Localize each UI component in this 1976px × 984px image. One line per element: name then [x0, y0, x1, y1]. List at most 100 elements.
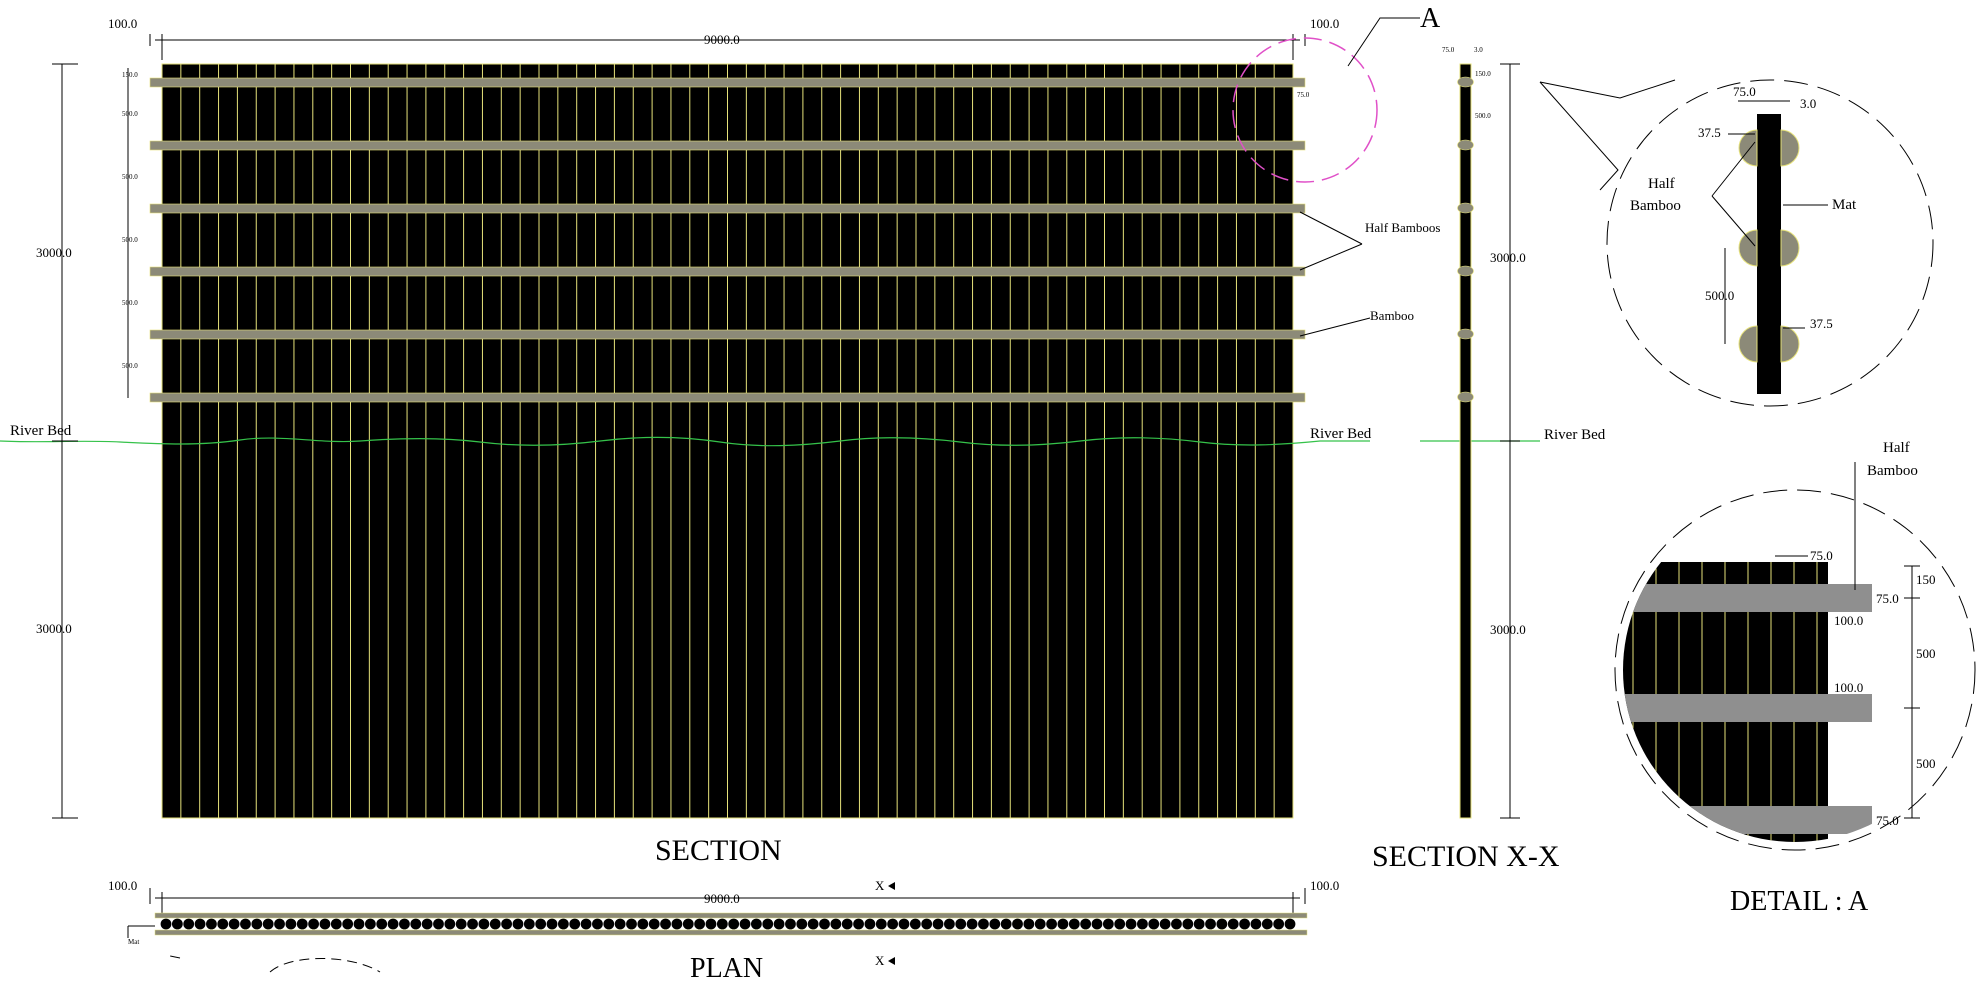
- detail-mat-dim-37-top: 37.5: [1698, 125, 1721, 140]
- plan-stake: [1250, 918, 1262, 930]
- plan-stake: [444, 918, 456, 930]
- plan-stake: [819, 918, 830, 930]
- plan-stake: [580, 918, 592, 930]
- detail-a-dim-75-a: 75.0: [1876, 591, 1899, 606]
- plan-stake: [705, 918, 717, 930]
- plan-stake: [694, 918, 706, 930]
- spacing-dim-4: 500.0: [122, 299, 138, 307]
- plan-stake: [750, 918, 762, 930]
- river-bed-label-right: River Bed: [1310, 426, 1372, 442]
- plan-stake: [796, 918, 808, 930]
- spacing-dim-5: 500.0: [122, 362, 138, 370]
- plan-stake: [909, 918, 921, 930]
- plan-stake: [194, 918, 206, 930]
- river-bed-line: [0, 436, 1370, 447]
- plan-stake: [1125, 918, 1137, 930]
- label-half-bamboos: Half Bamboos: [1365, 220, 1440, 235]
- plan-stake: [762, 918, 774, 930]
- detail-a-title: DETAIL : A: [1730, 886, 1869, 917]
- plan-stake: [330, 918, 342, 930]
- plan-stake: [342, 918, 354, 930]
- plan-stake: [364, 918, 376, 930]
- section-left-offset-dim: 100.0: [108, 16, 137, 31]
- plan-stake: [285, 918, 297, 930]
- plan-stake: [1273, 918, 1285, 930]
- section-xx-top-dim-a: 75.0: [1442, 46, 1455, 54]
- half-bamboo-row: [149, 140, 1306, 151]
- plan-stake: [660, 918, 671, 930]
- section-xx-half-bamboo: [1457, 391, 1474, 403]
- plan-left-offset-dim: 100.0: [108, 878, 137, 893]
- detail-a-bamboo-3: [1623, 806, 1872, 834]
- plan-stake: [853, 918, 864, 930]
- plan-stake: [1171, 918, 1182, 930]
- plan-cut-mark-top: X: [875, 878, 885, 893]
- half-bamboo-row: [149, 266, 1306, 277]
- plan-stake: [1216, 918, 1228, 930]
- plan-stake: [637, 918, 649, 930]
- plan-stake: [206, 918, 217, 930]
- detail-mat-stake: [1757, 114, 1781, 394]
- plan-stake: [978, 918, 989, 930]
- plan-stake: [1148, 918, 1160, 930]
- label-bamboo: Bamboo: [1370, 308, 1414, 323]
- plan-width-dim: 9000.0: [704, 891, 740, 906]
- detail-a-dim-500-b: 500: [1916, 756, 1936, 771]
- plan-stake: [932, 918, 944, 930]
- detail-mat-dim-37-bottom: 37.5: [1810, 316, 1833, 331]
- detail-a-dim-75-b: 75.0: [1876, 813, 1899, 828]
- section-xx-view: 3000.0 3000.0 75.0 3.0 150.0 500.0 River…: [1372, 46, 1606, 873]
- detail-a-dim-500-a: 500: [1916, 646, 1936, 661]
- plan-stake: [262, 918, 274, 930]
- plan-stake: [353, 918, 365, 930]
- plan-stake: [455, 918, 467, 930]
- plan-stake: [546, 918, 558, 930]
- plan-stake: [308, 918, 319, 930]
- plan-stake: [1137, 918, 1148, 930]
- half-bamboo-row: [149, 392, 1306, 403]
- section-right-offset-dim: 100.0: [1310, 16, 1339, 31]
- plan-stake: [1034, 918, 1046, 930]
- plan-stake: [773, 918, 785, 930]
- plan-stake: [410, 918, 422, 930]
- plan-stake: [478, 918, 490, 930]
- plan-stake: [1080, 918, 1092, 930]
- detail-a-dim-75-top: 75.0: [1810, 548, 1833, 563]
- detail-mat-half-bamboos: [1738, 129, 1800, 363]
- plan-stake: [921, 918, 933, 930]
- section-xx-top-dim-b: 3.0: [1474, 46, 1483, 54]
- detail-a-dim-100-b: 100.0: [1834, 680, 1863, 695]
- plan-stake: [603, 918, 615, 930]
- plan-stake: [319, 918, 331, 930]
- section-title: SECTION: [655, 834, 782, 867]
- plan-stake: [489, 918, 501, 930]
- detail-mat-label-half: Half: [1648, 176, 1675, 192]
- plan-stake: [399, 918, 410, 930]
- plan-stakes: [160, 918, 1296, 930]
- plan-stake: [183, 918, 195, 930]
- plan-stake: [671, 918, 683, 930]
- plan-stake: [274, 918, 285, 930]
- plan-stake: [467, 918, 478, 930]
- plan-stake: [512, 918, 524, 930]
- section-xx-half-bamboos: [1457, 76, 1474, 403]
- plan-stake: [785, 918, 796, 930]
- plan-stake: [240, 918, 251, 930]
- plan-stake: [557, 918, 569, 930]
- plan-stake: [1182, 918, 1194, 930]
- river-bed-label-left: River Bed: [10, 423, 72, 439]
- plan-stake: [728, 918, 740, 930]
- plan-stake: [1068, 918, 1080, 930]
- section-xx-title: SECTION X-X: [1372, 840, 1560, 873]
- plan-stake: [830, 918, 842, 930]
- callout-a-label: A: [1420, 3, 1441, 34]
- plan-stake: [864, 918, 876, 930]
- plan-title: PLAN: [690, 953, 763, 984]
- section-xx-height-upper: 3000.0: [1490, 250, 1526, 265]
- spacing-dim-1: 500.0: [122, 110, 138, 118]
- plan-stake: [592, 918, 603, 930]
- section-xx-side-top-dim: 150.0: [1475, 70, 1491, 78]
- plan-stake: [716, 918, 728, 930]
- plan-stake: [535, 918, 547, 930]
- plan-half-bamboo-top: [154, 912, 1308, 919]
